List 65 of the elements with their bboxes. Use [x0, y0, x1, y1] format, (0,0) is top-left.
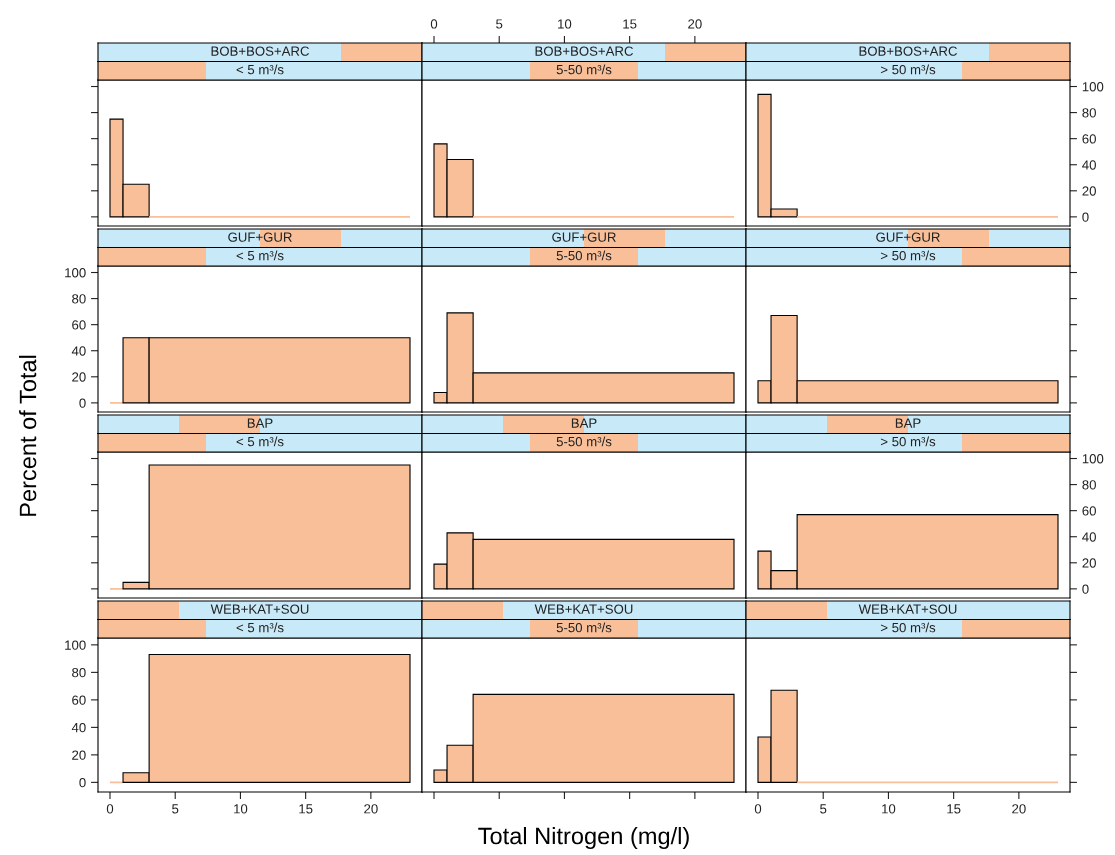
y-tick-label: 80 [1082, 480, 1096, 490]
x-tick-label: 0 [430, 19, 438, 29]
chart-title: BAP [895, 418, 921, 428]
chart-subtitle: < 5 m³/s [236, 436, 284, 447]
chart-subtitle: < 5 m³/s [236, 622, 284, 633]
y-tick-label: 40 [1082, 160, 1096, 170]
y-tick-label: 60 [72, 320, 86, 330]
y-tick-label: 40 [71, 722, 86, 733]
y-tick-label: 80 [1082, 108, 1096, 118]
x-tick-label: 0 [106, 804, 114, 814]
chart-subtitle: < 5 m³/s [236, 250, 284, 261]
chart-title: BOB+BOS+ARC [859, 46, 957, 56]
y-tick-label: 60 [1082, 134, 1096, 144]
chart-subtitle: 5-50 m³/s [556, 250, 612, 261]
y-tick-label: 20 [1082, 186, 1096, 196]
y-tick-label: 100 [1082, 454, 1104, 464]
y-tick-label: 40 [1082, 532, 1096, 542]
chart-subtitle: > 50 m³/s [880, 250, 936, 261]
x-tick-label: 20 [1012, 804, 1026, 814]
y-tick-label: 40 [71, 346, 86, 356]
x-tick-label: 0 [754, 804, 762, 814]
chart-title: WEB+KAT+SOU [858, 604, 957, 614]
y-tick-label: 0 [1082, 584, 1089, 594]
y-tick-label: 20 [1082, 558, 1096, 568]
y-tick-label: 100 [65, 268, 86, 278]
y-tick-label: 60 [1082, 506, 1096, 516]
y-tick-label: 0 [79, 777, 86, 788]
chart-title: BAP [247, 418, 273, 428]
chart-subtitle: 5-50 m³/s [556, 622, 612, 633]
y-tick-label: 100 [65, 640, 86, 650]
y-tick-label: 80 [72, 294, 86, 304]
x-tick-label: 15 [623, 19, 637, 29]
x-tick-label: 20 [364, 804, 378, 814]
chart-title: BAP [571, 418, 597, 428]
x-tick-label: 5 [496, 19, 503, 29]
y-tick-label: 80 [72, 667, 86, 678]
x-tick-label: 15 [299, 804, 313, 814]
y-tick-label: 60 [72, 695, 86, 705]
chart-subtitle: > 50 m³/s [880, 622, 936, 633]
y-tick-label: 20 [72, 372, 86, 382]
chart-title: GUF+GUR [228, 232, 292, 242]
chart-title: WEB+KAT+SOU [210, 604, 309, 614]
x-tick-label: 10 [558, 19, 572, 29]
y-tick-label: 100 [1082, 82, 1104, 92]
x-tick-label: 5 [172, 804, 179, 814]
y-tick-label: 0 [79, 398, 86, 408]
x-tick-label: 15 [947, 804, 961, 814]
chart-title: GUF+GUR [552, 232, 616, 242]
x-tick-label: 20 [688, 19, 702, 29]
x-tick-label: 10 [234, 804, 248, 814]
chart-subtitle: > 50 m³/s [880, 436, 936, 447]
chart-subtitle: 5-50 m³/s [556, 64, 612, 75]
chart-subtitle: < 5 m³/s [236, 64, 284, 75]
y-axis-title: Percent of Total [19, 355, 37, 516]
y-tick-label: 0 [1082, 212, 1089, 222]
x-tick-label: 5 [820, 804, 827, 814]
y-tick-label: 20 [72, 750, 86, 760]
chart-subtitle: 5-50 m³/s [556, 436, 612, 447]
chart-title: BOB+BOS+ARC [535, 46, 633, 56]
x-tick-label: 10 [882, 804, 896, 814]
chart-subtitle: > 50 m³/s [880, 64, 936, 75]
chart-title: BOB+BOS+ARC [211, 46, 309, 56]
chart-title: GUF+GUR [876, 232, 940, 242]
chart-title: WEB+KAT+SOU [534, 604, 633, 614]
x-axis-title: Total Nitrogen (mg/l) [478, 826, 689, 850]
